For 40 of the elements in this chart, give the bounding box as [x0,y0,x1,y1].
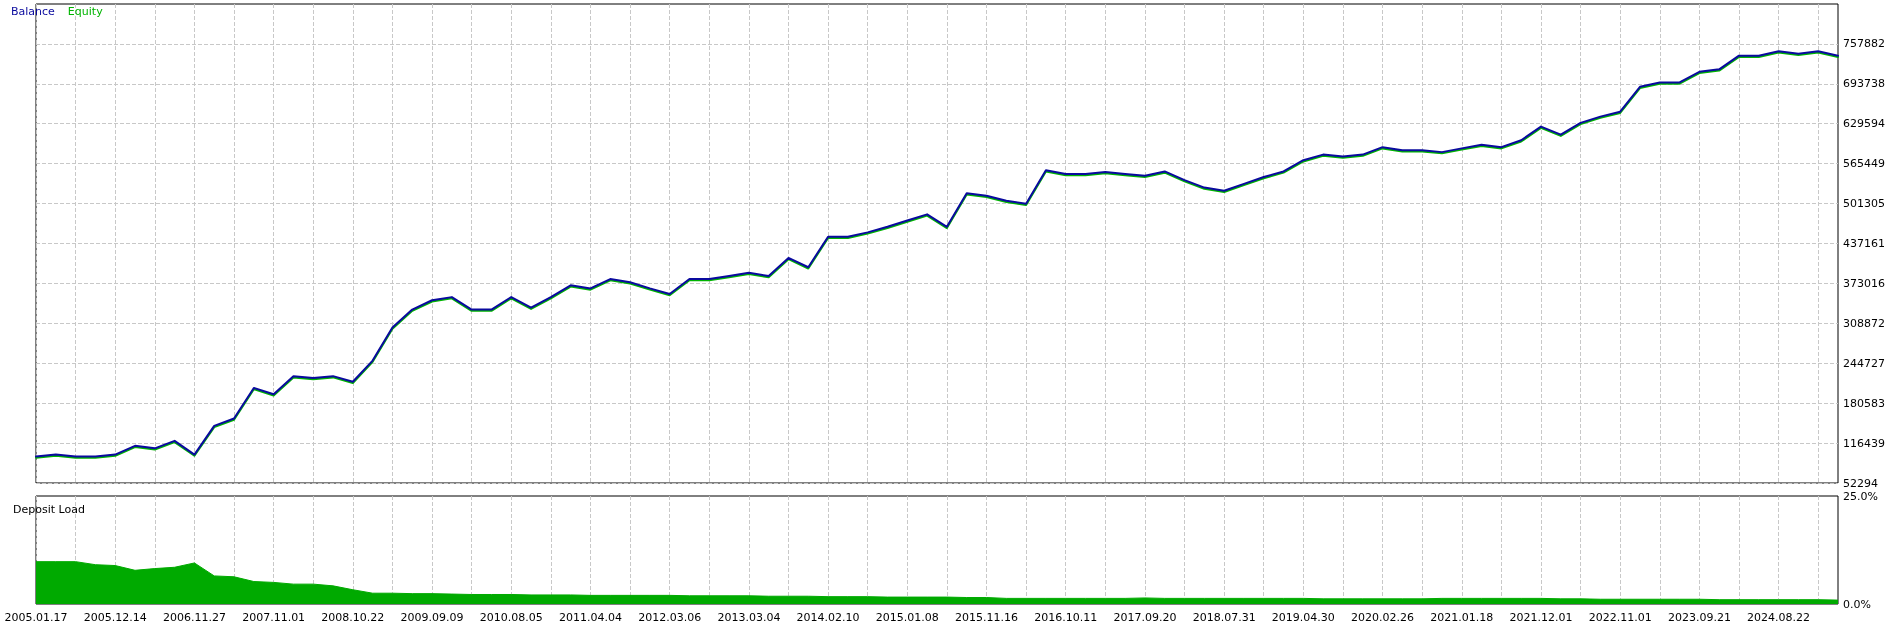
y-tick-label: 25.0% [1843,489,1878,503]
y-tick-label: 244727 [1843,356,1885,370]
x-tick-label: 2018.07.31 [1192,611,1256,624]
x-tick-label: 2017.09.20 [1113,611,1177,624]
text: Balance [11,4,56,18]
x-tick-label: 2015.01.08 [875,611,939,624]
x-tick-label: 2010.08.05 [479,611,543,624]
x-tick-label: 2006.11.27 [162,611,226,624]
y-tick-label: 373016 [1843,276,1885,290]
x-tick-label: 2011.04.04 [558,611,622,624]
x-tick-label: 2007.11.01 [242,611,306,624]
x-tick-label: 2015.11.16 [955,611,1018,624]
x-tick-label: 2024.08.22 [1747,611,1811,624]
x-tick-label: 2020.02.26 [1351,611,1415,624]
text: Equity [67,4,104,18]
x-tick-label: 2009.09.09 [400,611,464,624]
y-tick-label: 52294 [1843,476,1878,490]
y-tick-label: 757882 [1843,37,1885,51]
x-tick-label: 2008.10.22 [321,611,385,624]
x-tick-label: 2019.04.30 [1271,611,1335,624]
y-tick-label: 308872 [1843,316,1885,330]
x-tick-label: 2013.03.04 [717,611,781,624]
text: Deposit Load [13,503,85,516]
x-tick-label: 2023.09.21 [1667,611,1731,624]
x-tick-label: 2022.11.01 [1588,611,1652,624]
x-tick-label: 2021.12.01 [1509,611,1573,624]
y-tick-label: 501305 [1843,197,1885,211]
y-tick-label: 116439 [1843,436,1885,450]
y-tick-label: 0.0% [1843,597,1871,611]
y-tick-label: 437161 [1843,237,1885,250]
y-tick-label: 180583 [1843,396,1885,410]
y-tick-label: 565449 [1843,157,1885,171]
x-tick-label: 2021.01.18 [1430,611,1494,624]
y-tick-label: 629594 [1843,117,1885,131]
x-tick-label: 2012.03.06 [638,611,702,624]
x-tick-label: 2016.10.11 [1034,611,1098,624]
y-tick-label: 693738 [1843,77,1885,91]
x-tick-label: 2005.12.14 [83,611,147,624]
x-tick-label: 2014.02.10 [796,611,860,624]
x-tick-label: 2005.01.17 [4,611,68,624]
